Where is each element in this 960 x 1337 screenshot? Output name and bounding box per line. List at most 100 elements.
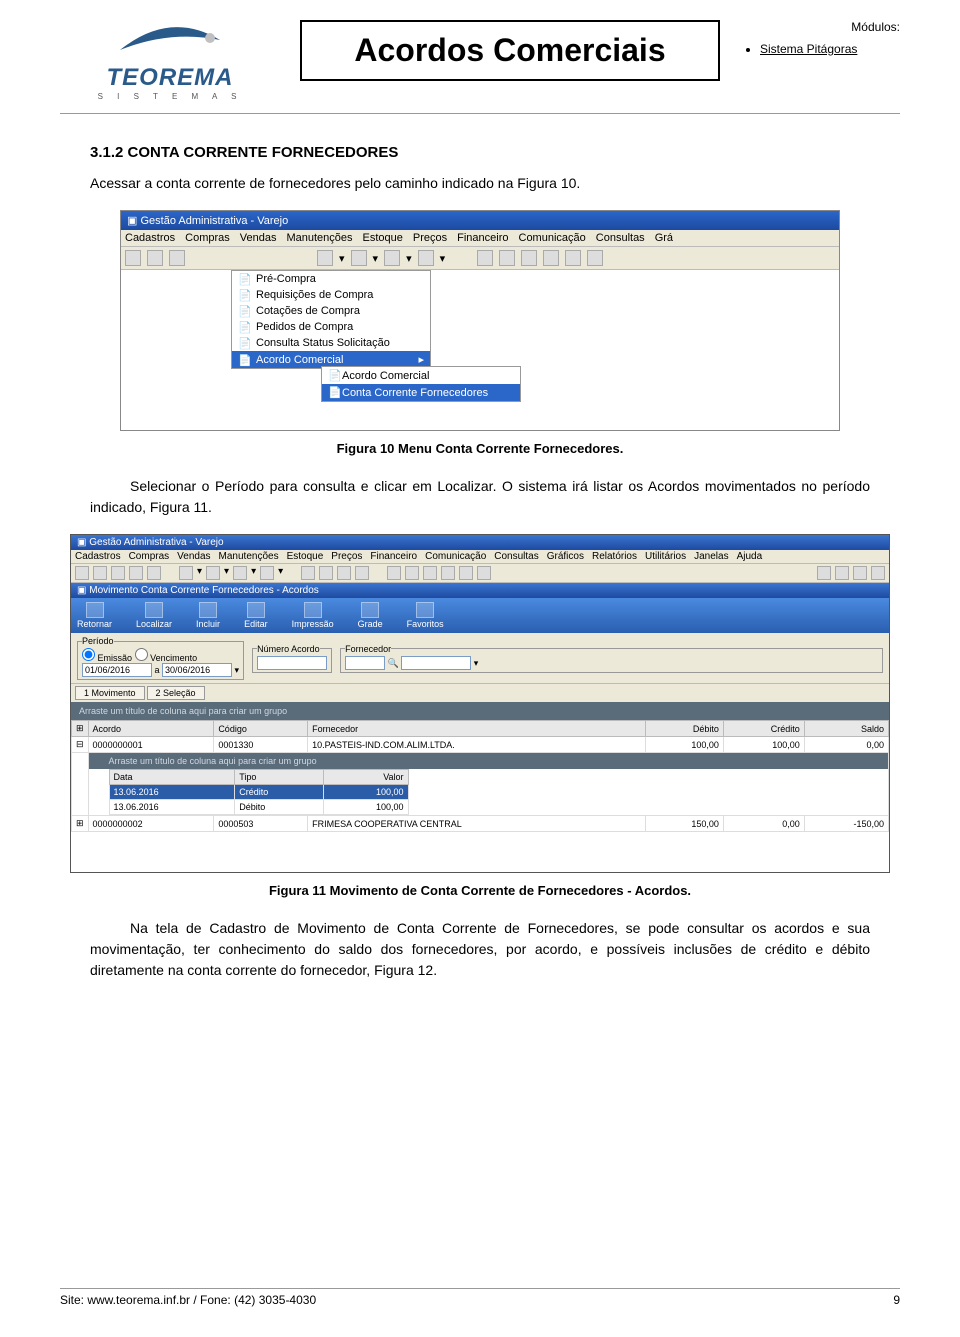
menu-item[interactable]: Comunicação — [519, 232, 586, 244]
toolbar-icon[interactable] — [387, 566, 401, 580]
menu-item[interactable]: Grá — [655, 232, 673, 244]
toolbar-icon[interactable] — [384, 250, 400, 266]
sub-row[interactable]: 13.06.2016 Débito 100,00 — [109, 800, 408, 815]
grid-row[interactable]: ⊟ 0000000001 0001330 10.PASTEIS-IND.COM.… — [72, 737, 889, 753]
menu-item[interactable]: Estoque — [287, 551, 324, 562]
toolbar-icon[interactable] — [565, 250, 581, 266]
toolbar-icon[interactable] — [111, 566, 125, 580]
menu-item[interactable]: Vendas — [177, 551, 210, 562]
menu-item[interactable]: Compras — [129, 551, 170, 562]
page-header: TEOREMA S I S T E M A S Acordos Comercia… — [60, 20, 900, 114]
retornar-button[interactable]: Retornar — [77, 602, 112, 629]
toolbar-icon[interactable] — [835, 566, 849, 580]
toolbar-icon[interactable] — [206, 566, 220, 580]
menu-option[interactable]: 📄Cotações de Compra — [232, 303, 430, 319]
col-codigo[interactable]: Código — [214, 721, 308, 737]
menu-item[interactable]: Estoque — [363, 232, 403, 244]
menu-item[interactable]: Gráficos — [547, 551, 584, 562]
toolbar-icon[interactable] — [423, 566, 437, 580]
impressao-button[interactable]: Impressão — [292, 602, 334, 629]
tab-movimento[interactable]: 1 Movimento — [75, 686, 145, 700]
toolbar-icon[interactable] — [129, 566, 143, 580]
toolbar-icon[interactable] — [543, 250, 559, 266]
toolbar-icon[interactable] — [125, 250, 141, 266]
menu-item[interactable]: Janelas — [694, 551, 728, 562]
col-debito[interactable]: Débito — [646, 721, 724, 737]
toolbar-icon[interactable] — [147, 566, 161, 580]
toolbar-icon[interactable] — [93, 566, 107, 580]
fornecedor-name-input[interactable] — [401, 656, 471, 670]
editar-button[interactable]: Editar — [244, 602, 268, 629]
toolbar-icon[interactable] — [337, 566, 351, 580]
toolbar-icon[interactable] — [179, 566, 193, 580]
toolbar-icon[interactable] — [75, 566, 89, 580]
menu-option[interactable]: 📄Pré-Compra — [232, 271, 430, 287]
toolbar-icon[interactable] — [147, 250, 163, 266]
menu-item[interactable]: Relatórios — [592, 551, 637, 562]
menu-item[interactable]: Preços — [413, 232, 447, 244]
toolbar-icon[interactable] — [499, 250, 515, 266]
toolbar-icon[interactable] — [317, 250, 333, 266]
menu-item[interactable]: Consultas — [494, 551, 538, 562]
toolbar-icon[interactable] — [169, 250, 185, 266]
col-saldo[interactable]: Saldo — [804, 721, 888, 737]
submenu-option-selected[interactable]: 📄Conta Corrente Fornecedores — [322, 384, 520, 401]
localizar-button[interactable]: Localizar — [136, 602, 172, 629]
toolbar-icon[interactable] — [319, 566, 333, 580]
menu-item[interactable]: Financeiro — [370, 551, 417, 562]
subcol-data[interactable]: Data — [109, 770, 235, 785]
module-link[interactable]: Sistema Pitágoras — [760, 42, 857, 56]
numero-input[interactable] — [257, 656, 327, 670]
menu-option[interactable]: 📄Consulta Status Solicitação — [232, 335, 430, 351]
toolbar-icon[interactable] — [477, 566, 491, 580]
date-to-input[interactable] — [162, 663, 232, 677]
menu-item[interactable]: Comunicação — [425, 551, 486, 562]
toolbar-icon[interactable] — [301, 566, 315, 580]
menu-item[interactable]: Cadastros — [125, 232, 175, 244]
toolbar-icon[interactable] — [405, 566, 419, 580]
incluir-button[interactable]: Incluir — [196, 602, 220, 629]
menu-item[interactable]: Vendas — [240, 232, 277, 244]
date-from-input[interactable] — [82, 663, 152, 677]
col-credito[interactable]: Crédito — [723, 721, 804, 737]
toolbar-icon[interactable] — [260, 566, 274, 580]
menu-item[interactable]: Preços — [331, 551, 362, 562]
submenu-option[interactable]: 📄Acordo Comercial — [322, 367, 520, 384]
toolbar-icon[interactable] — [521, 250, 537, 266]
radio-emissao[interactable]: Emissão — [82, 653, 132, 663]
subcol-tipo[interactable]: Tipo — [235, 770, 323, 785]
menu-item[interactable]: Cadastros — [75, 551, 121, 562]
radio-vencimento[interactable]: Vencimento — [135, 653, 198, 663]
grade-button[interactable]: Grade — [358, 602, 383, 629]
col-fornecedor[interactable]: Fornecedor — [308, 721, 646, 737]
col-acordo[interactable]: Acordo — [88, 721, 214, 737]
toolbar-icon[interactable] — [441, 566, 455, 580]
menu-item[interactable]: Compras — [185, 232, 230, 244]
menu-option[interactable]: 📄Requisições de Compra — [232, 287, 430, 303]
periodo-fieldset: Período Emissão Vencimento a ▾ — [77, 636, 244, 680]
toolbar-icon[interactable] — [477, 250, 493, 266]
tab-selecao[interactable]: 2 Seleção — [147, 686, 205, 700]
toolbar-icon[interactable] — [355, 566, 369, 580]
menu-item[interactable]: Manutenções — [286, 232, 352, 244]
menu-option[interactable]: 📄Pedidos de Compra — [232, 319, 430, 335]
toolbar-icon[interactable] — [459, 566, 473, 580]
subcol-valor[interactable]: Valor — [323, 770, 408, 785]
toolbar-icon[interactable] — [853, 566, 867, 580]
menu-item[interactable]: Manutenções — [219, 551, 279, 562]
sub-row[interactable]: 13.06.2016 Crédito 100,00 — [109, 785, 408, 800]
menu-item[interactable]: Ajuda — [737, 551, 763, 562]
toolbar-icon[interactable] — [587, 250, 603, 266]
menu-item[interactable]: Financeiro — [457, 232, 508, 244]
fornecedor-code-input[interactable] — [345, 656, 385, 670]
grid-row[interactable]: ⊞ 0000000002 0000503 FRIMESA COOPERATIVA… — [72, 816, 889, 832]
toolbar-icon[interactable] — [418, 250, 434, 266]
menu-item[interactable]: Utilitários — [645, 551, 686, 562]
toolbar-icon[interactable] — [817, 566, 831, 580]
toolbar-icon[interactable] — [871, 566, 885, 580]
toolbar-icon[interactable] — [233, 566, 247, 580]
favoritos-button[interactable]: Favoritos — [407, 602, 444, 629]
app-icon: ▣ — [127, 215, 137, 227]
toolbar-icon[interactable] — [351, 250, 367, 266]
menu-item[interactable]: Consultas — [596, 232, 645, 244]
